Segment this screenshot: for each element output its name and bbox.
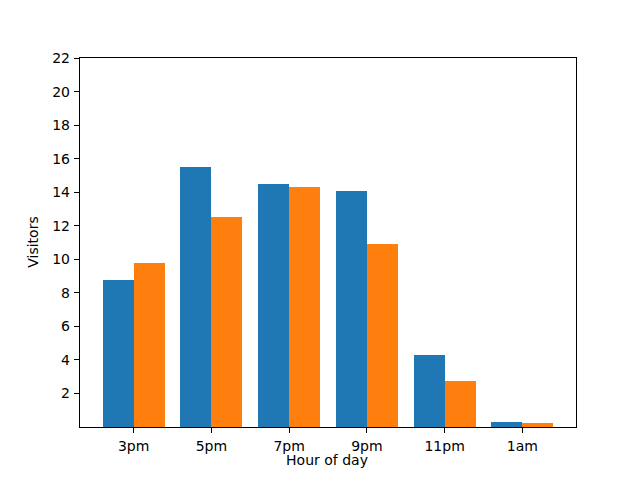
bar	[289, 187, 320, 427]
y-tick	[74, 225, 79, 226]
bar	[258, 184, 289, 427]
plot-area: 2468101214161820223pm5pm7pm9pm11pm1am	[79, 57, 577, 428]
y-tick	[74, 158, 79, 159]
y-tick	[74, 393, 79, 394]
x-tick	[366, 428, 367, 433]
y-tick	[74, 58, 79, 59]
y-tick-label: 8	[30, 286, 70, 300]
y-tick-label: 18	[30, 118, 70, 132]
bar	[211, 217, 242, 427]
y-tick-label: 4	[30, 353, 70, 367]
x-axis-label: Hour of day	[286, 452, 368, 468]
x-tick-label: 5pm	[181, 439, 241, 453]
bar	[414, 355, 445, 427]
x-tick	[444, 428, 445, 433]
y-tick-label: 10	[30, 252, 70, 266]
bar	[336, 191, 367, 427]
y-tick-label: 16	[30, 152, 70, 166]
y-tick	[74, 259, 79, 260]
bar	[491, 422, 522, 427]
x-tick	[211, 428, 212, 433]
y-tick-label: 14	[30, 185, 70, 199]
y-tick	[74, 326, 79, 327]
bar	[134, 263, 165, 427]
figure: Visitors 2468101214161820223pm5pm7pm9pm1…	[0, 0, 640, 480]
y-tick	[74, 192, 79, 193]
y-tick-label: 12	[30, 219, 70, 233]
x-tick-label: 7pm	[259, 439, 319, 453]
y-tick-label: 20	[30, 85, 70, 99]
y-tick	[74, 359, 79, 360]
bar	[367, 244, 398, 427]
bar	[445, 381, 476, 427]
bar	[180, 167, 211, 427]
x-tick-label: 3pm	[104, 439, 164, 453]
y-tick-label: 6	[30, 319, 70, 333]
bar	[522, 423, 553, 427]
bar	[103, 280, 134, 427]
y-tick	[74, 292, 79, 293]
x-tick	[133, 428, 134, 433]
x-tick	[522, 428, 523, 433]
y-tick	[74, 125, 79, 126]
y-tick-label: 22	[30, 51, 70, 65]
x-tick	[289, 428, 290, 433]
y-tick	[74, 91, 79, 92]
x-tick-label: 9pm	[337, 439, 397, 453]
x-tick-label: 1am	[492, 439, 552, 453]
y-tick-label: 2	[30, 386, 70, 400]
x-tick-label: 11pm	[415, 439, 475, 453]
